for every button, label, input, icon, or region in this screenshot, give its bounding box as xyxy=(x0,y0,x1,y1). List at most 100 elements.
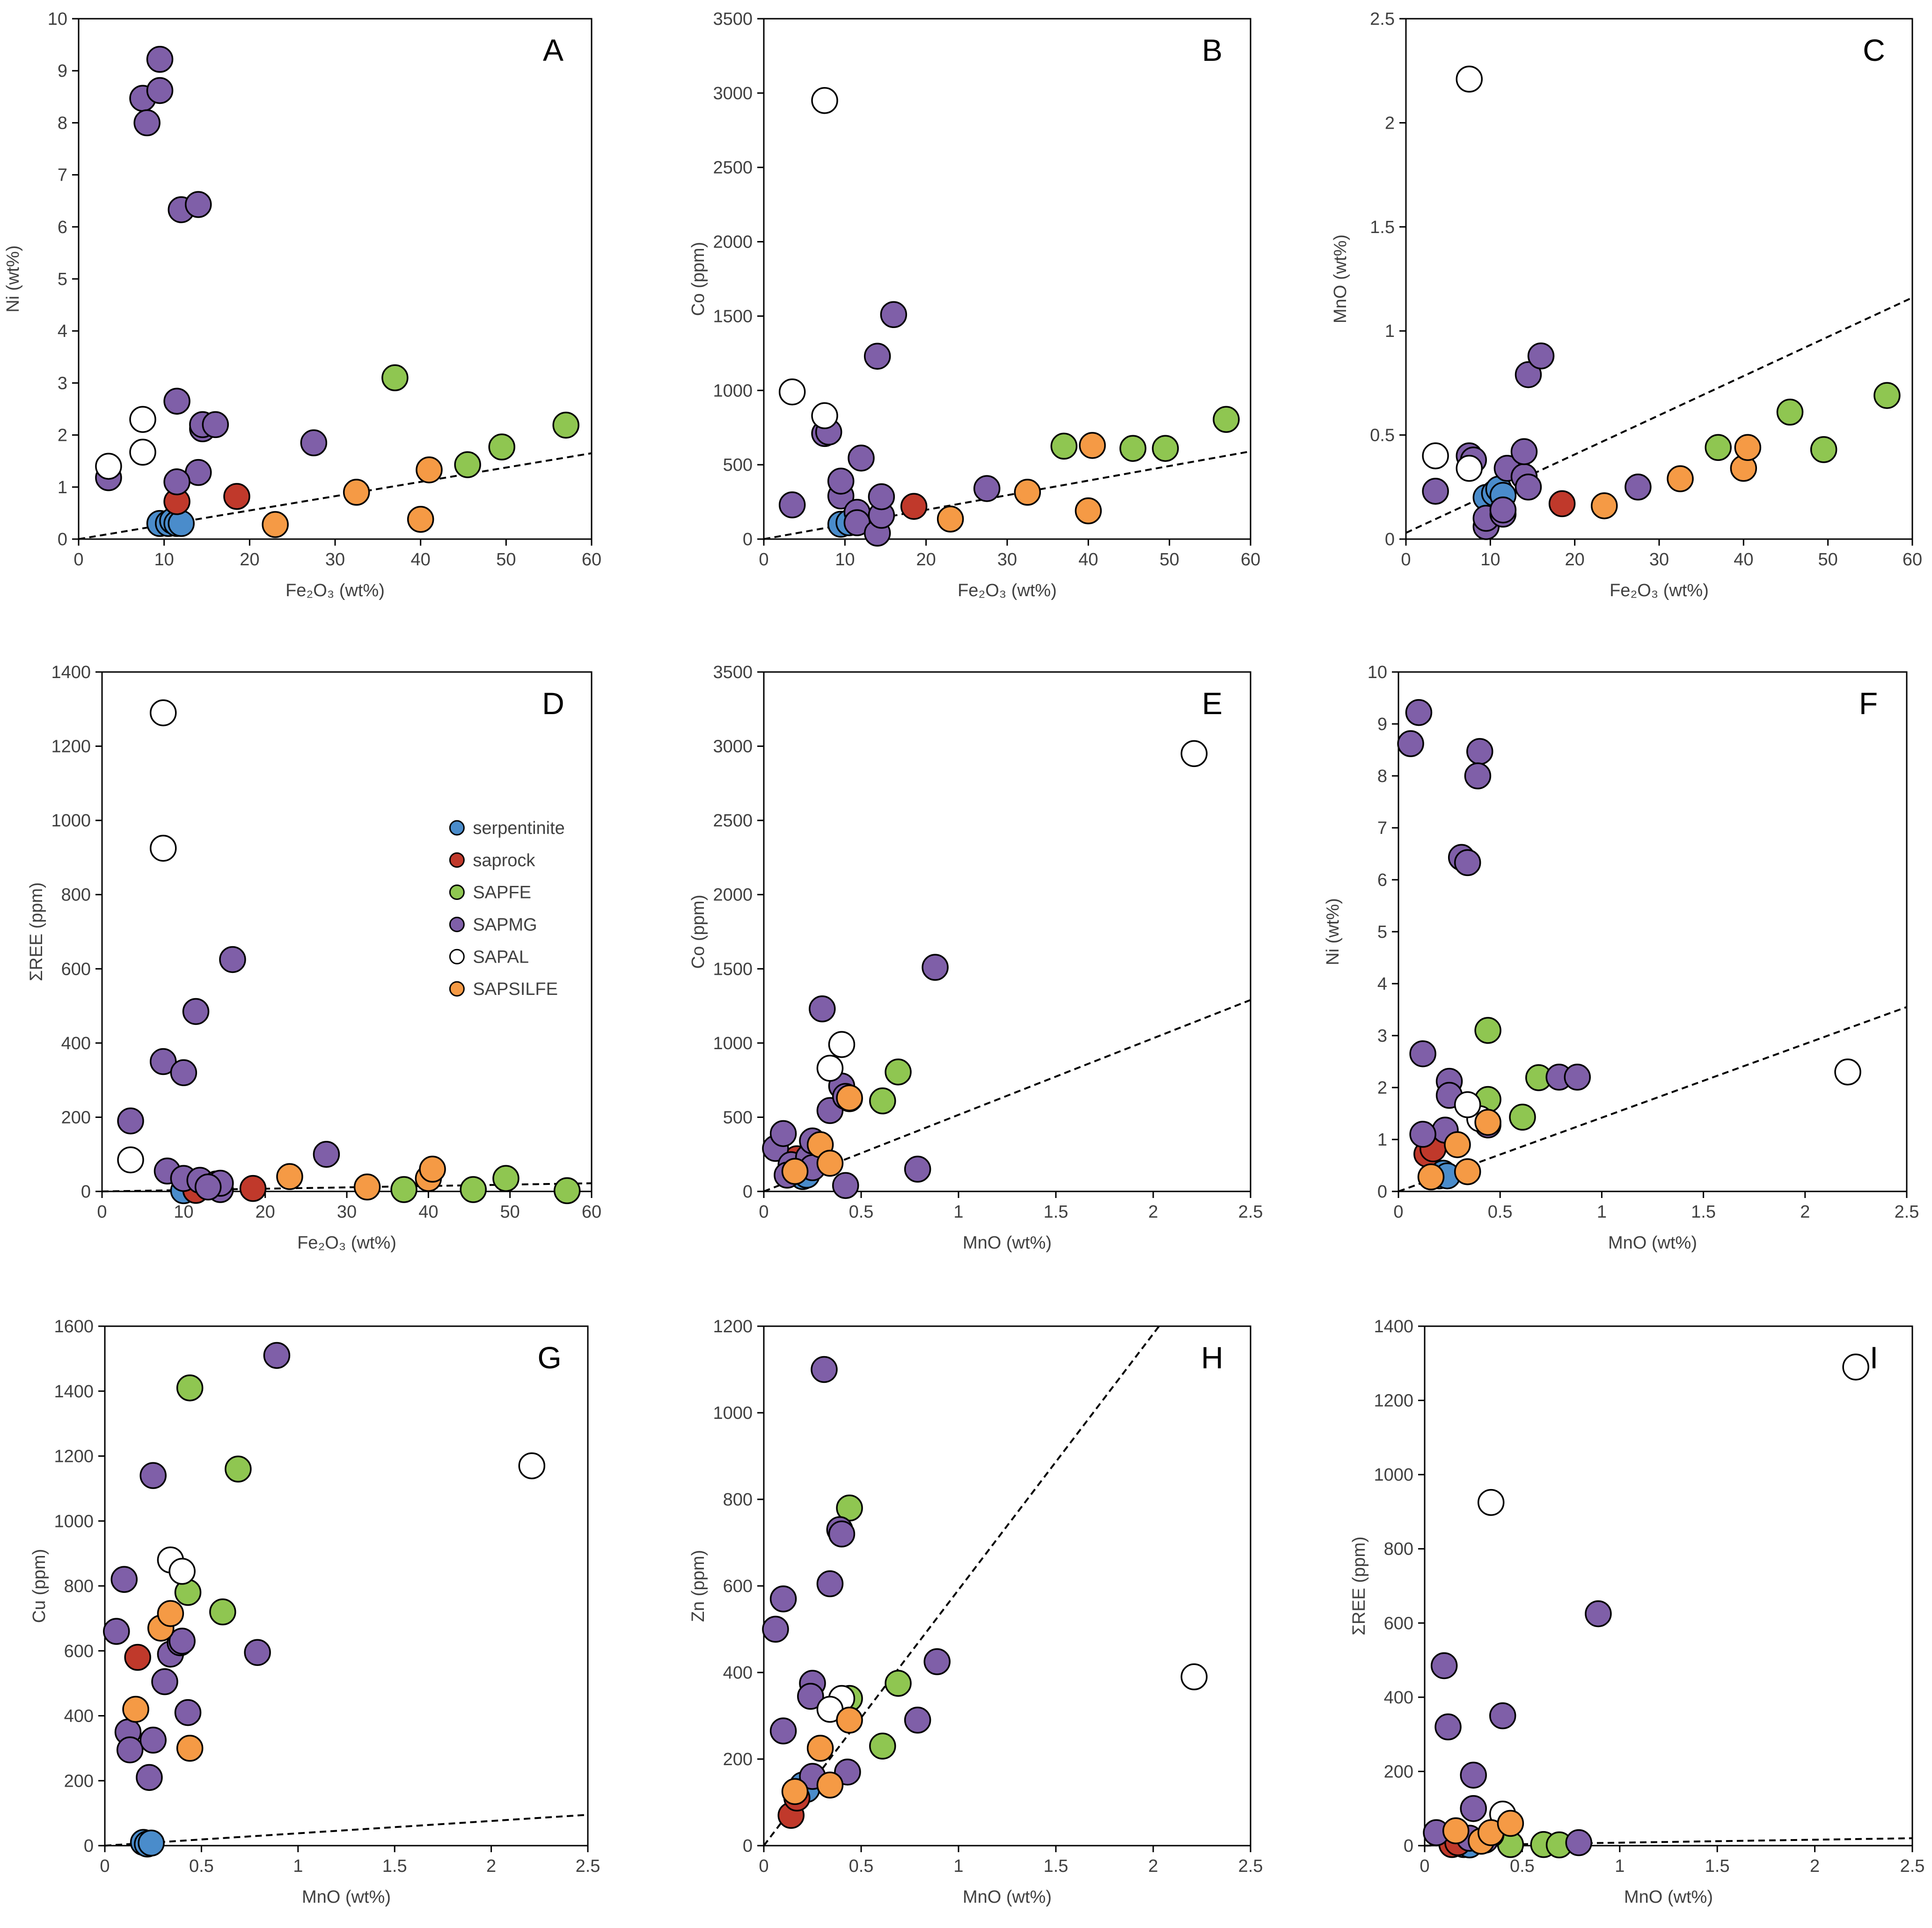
data-point xyxy=(848,445,875,472)
data-point xyxy=(239,1175,267,1202)
y-tick-label: 3500 xyxy=(713,663,753,682)
x-tick-label: 30 xyxy=(1649,550,1669,570)
x-tick-label: 50 xyxy=(496,550,516,570)
x-tick-label: 50 xyxy=(500,1202,520,1222)
data-point xyxy=(937,505,964,533)
data-point xyxy=(836,1707,863,1734)
data-point xyxy=(1444,1131,1471,1158)
data-point xyxy=(146,45,174,73)
y-tick-label: 2000 xyxy=(713,233,753,252)
data-point xyxy=(769,1585,797,1613)
data-point xyxy=(806,1735,834,1762)
y-tick-label: 7 xyxy=(58,166,67,185)
trend-line xyxy=(1405,297,1913,534)
data-point xyxy=(124,1643,151,1671)
data-point xyxy=(1667,465,1694,492)
data-point xyxy=(769,1717,797,1745)
data-point xyxy=(1422,442,1449,469)
data-point xyxy=(300,429,328,457)
data-point xyxy=(1079,432,1106,459)
y-tick-label: 1200 xyxy=(1374,1391,1413,1411)
x-axis-label: MnO (wt%) xyxy=(1624,1887,1713,1907)
data-point xyxy=(781,1158,809,1185)
x-tick-label: 1 xyxy=(293,1856,303,1876)
data-point xyxy=(816,1149,844,1177)
series-sapsilfe xyxy=(1442,1810,1524,1855)
data-point xyxy=(416,456,443,483)
data-point xyxy=(827,467,855,495)
data-point xyxy=(163,468,190,496)
y-tick-label: 600 xyxy=(723,1577,753,1596)
data-point xyxy=(168,510,195,537)
y-tick-label: 4 xyxy=(1377,974,1387,994)
x-tick-label: 60 xyxy=(582,550,601,570)
data-point xyxy=(880,301,907,329)
data-point xyxy=(1474,1109,1501,1136)
data-point xyxy=(381,364,409,392)
y-tick-label: 1000 xyxy=(713,1034,753,1053)
y-tick-label: 2 xyxy=(1377,1078,1387,1098)
data-point xyxy=(244,1639,271,1666)
data-point xyxy=(1776,398,1804,426)
data-point xyxy=(1405,699,1433,726)
series-serpentinite xyxy=(130,1829,165,1858)
data-point xyxy=(129,438,156,466)
data-point xyxy=(194,1173,222,1201)
data-point xyxy=(1014,479,1041,506)
data-point xyxy=(553,1177,581,1205)
y-tick-label: 9 xyxy=(58,61,67,81)
data-point xyxy=(1409,1040,1436,1067)
data-point xyxy=(1591,492,1618,519)
data-point xyxy=(1625,474,1652,501)
x-tick-label: 0 xyxy=(1401,550,1411,570)
series-serpentinite xyxy=(146,507,195,537)
data-point xyxy=(209,1598,236,1626)
data-point xyxy=(816,1055,844,1082)
series-sapal xyxy=(778,87,838,430)
panel-letter: D xyxy=(542,686,564,721)
data-point xyxy=(811,87,838,114)
data-point xyxy=(276,1163,303,1190)
x-axis-label: Fe₂O₃ (wt%) xyxy=(285,581,385,600)
legend-marker xyxy=(449,884,465,900)
y-tick-label: 1400 xyxy=(51,663,91,682)
trend-line xyxy=(104,1814,588,1847)
data-point xyxy=(1548,490,1576,518)
data-point xyxy=(1489,1702,1516,1730)
data-point xyxy=(869,1732,896,1760)
y-tick-label: 6 xyxy=(1377,870,1387,890)
data-point xyxy=(1527,342,1555,370)
data-point xyxy=(184,191,212,218)
legend-label: SAPMG xyxy=(473,915,537,935)
series-sapal xyxy=(816,740,1208,1082)
x-tick-label: 20 xyxy=(1565,550,1585,570)
data-point xyxy=(176,1735,204,1762)
y-tick-label: 800 xyxy=(64,1577,94,1596)
y-tick-label: 400 xyxy=(723,1663,753,1683)
data-point xyxy=(1456,455,1483,482)
x-tick-label: 1.5 xyxy=(1044,1856,1068,1876)
y-tick-label: 0 xyxy=(84,1836,94,1856)
y-tick-label: 1400 xyxy=(54,1382,94,1402)
trend-line xyxy=(763,999,1251,1192)
x-tick-label: 0.5 xyxy=(1488,1202,1513,1222)
y-tick-label: 2500 xyxy=(713,158,753,178)
x-tick-label: 60 xyxy=(1903,550,1922,570)
data-point xyxy=(136,1764,163,1791)
data-point xyxy=(170,1059,198,1087)
y-axis-label: Ni (wt%) xyxy=(3,245,23,313)
data-point xyxy=(1509,1103,1536,1131)
x-tick-label: 1.5 xyxy=(1044,1202,1068,1222)
y-tick-label: 1 xyxy=(1385,321,1395,341)
y-tick-label: 3000 xyxy=(713,84,753,103)
data-point xyxy=(1705,434,1732,461)
data-point xyxy=(811,1356,838,1383)
legend-marker xyxy=(449,820,465,836)
y-tick-label: 6 xyxy=(58,218,67,237)
data-point xyxy=(168,1558,196,1585)
y-tick-label: 9 xyxy=(1377,715,1387,734)
data-point xyxy=(150,1048,177,1075)
data-point xyxy=(832,1172,859,1199)
x-tick-label: 1 xyxy=(1597,1202,1607,1222)
panel-d: 0 10 20 30 40 50 600200400600800100012001400Fe… xyxy=(27,663,601,1253)
